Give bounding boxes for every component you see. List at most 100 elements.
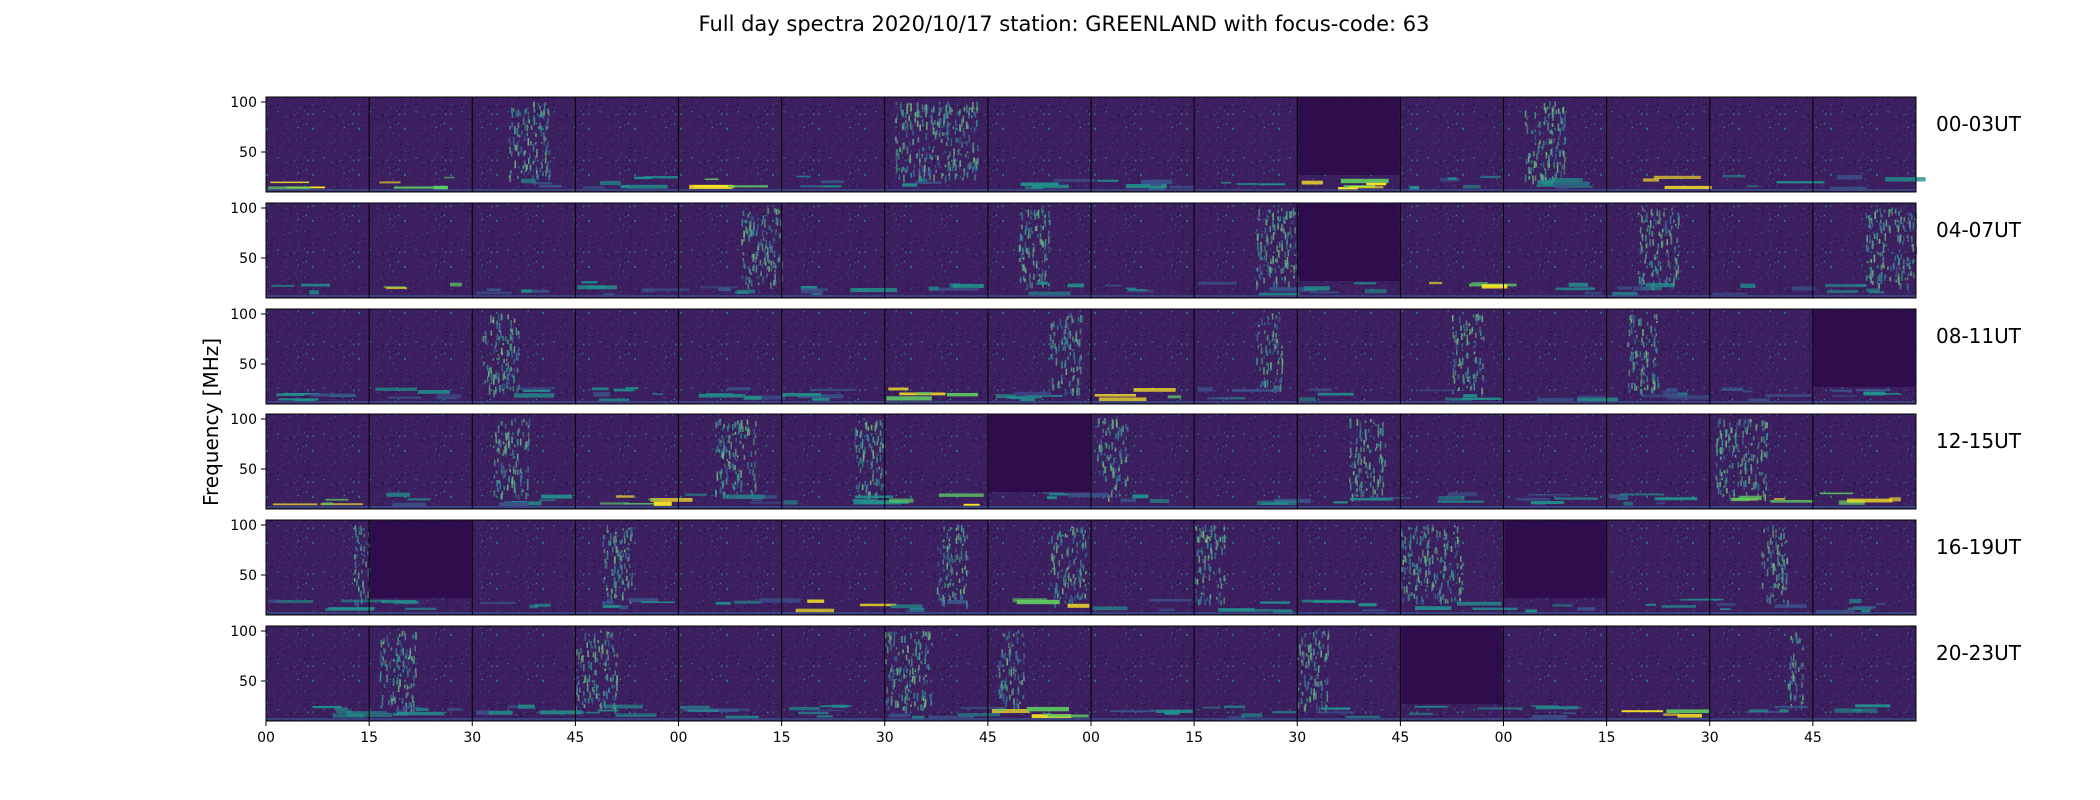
burst-pixel — [592, 687, 594, 692]
burst-pixel — [1220, 583, 1223, 589]
y-tick-label: 100 — [230, 201, 257, 217]
burst-pixel — [1019, 701, 1021, 704]
burst-pixel — [1037, 280, 1039, 282]
burst-pixel — [1281, 351, 1283, 356]
burst-pixel — [932, 122, 934, 125]
burst-pixel — [905, 694, 908, 701]
band-line — [884, 295, 988, 297]
burst-pixel — [1073, 581, 1075, 589]
burst-pixel — [511, 107, 513, 113]
burst-pixel — [1656, 255, 1659, 260]
burst-pixel — [1795, 693, 1797, 700]
band-segment — [1663, 392, 1679, 398]
band-line — [1297, 506, 1401, 508]
burst-pixel — [1409, 592, 1412, 597]
band-segment — [320, 503, 363, 506]
band-segment — [736, 289, 755, 294]
band-segment — [271, 284, 295, 287]
burst-pixel — [1275, 377, 1277, 383]
burst-pixel — [497, 458, 499, 463]
burst-pixel — [1550, 149, 1552, 155]
burst-pixel — [720, 468, 723, 475]
burst-pixel — [510, 453, 512, 457]
burst-pixel — [1901, 273, 1903, 281]
burst-pixel — [1317, 652, 1319, 655]
burst-pixel — [1266, 214, 1269, 223]
burst-pixel — [914, 669, 917, 673]
burst-pixel — [604, 668, 606, 672]
burst-pixel — [1202, 559, 1205, 564]
row-frame — [265, 308, 1917, 405]
burst-pixel — [895, 141, 897, 144]
band-segment — [652, 393, 664, 395]
burst-pixel — [501, 453, 504, 457]
burst-pixel — [1218, 592, 1221, 597]
burst-pixel — [1016, 698, 1018, 705]
burst-pixel — [1210, 530, 1213, 538]
burst-pixel — [1030, 210, 1033, 215]
burst-pixel — [617, 573, 620, 579]
burst-pixel — [1052, 555, 1055, 564]
burst-pixel — [397, 657, 399, 662]
burst-pixel — [1101, 446, 1103, 452]
burst-pixel — [1524, 110, 1527, 118]
burst-pixel — [514, 160, 516, 169]
burst-pixel — [1877, 275, 1880, 281]
burst-pixel — [1663, 208, 1666, 211]
burst-pixel — [1202, 585, 1205, 589]
burst-pixel — [767, 208, 769, 215]
burst-pixel — [1263, 367, 1265, 375]
burst-pixel — [504, 470, 506, 478]
band-line — [1606, 295, 1710, 297]
burst-pixel — [1525, 122, 1527, 126]
band-line — [1400, 718, 1504, 720]
radio-burst — [1761, 524, 1789, 608]
burst-pixel — [621, 581, 623, 586]
burst-pixel — [1728, 445, 1731, 452]
burst-pixel — [745, 282, 747, 285]
burst-pixel — [750, 272, 752, 275]
band-line — [1400, 189, 1504, 191]
band-segment — [394, 600, 419, 605]
burst-pixel — [717, 419, 720, 427]
burst-pixel — [898, 174, 901, 179]
burst-pixel — [1017, 658, 1020, 665]
burst-pixel — [1422, 549, 1424, 558]
burst-pixel — [1017, 687, 1020, 695]
burst-pixel — [540, 110, 542, 117]
burst-pixel — [1458, 358, 1461, 365]
burst-pixel — [511, 355, 513, 359]
burst-pixel — [1023, 660, 1025, 665]
burst-pixel — [1049, 334, 1052, 342]
band-segment — [1036, 282, 1048, 285]
burst-pixel — [613, 535, 615, 544]
burst-pixel — [1426, 557, 1429, 561]
burst-pixel — [1299, 648, 1301, 655]
burst-pixel — [1798, 667, 1800, 672]
burst-pixel — [1645, 243, 1648, 249]
burst-pixel — [1731, 451, 1734, 457]
burst-pixel — [1024, 278, 1026, 283]
burst-pixel — [1629, 323, 1631, 327]
burst-pixel — [926, 121, 928, 130]
burst-pixel — [1194, 589, 1197, 594]
burst-pixel — [967, 124, 969, 130]
burst-pixel — [399, 673, 402, 677]
burst-pixel — [1317, 665, 1320, 673]
burst-pixel — [939, 117, 942, 125]
burst-pixel — [1363, 456, 1366, 464]
burst-pixel — [881, 422, 884, 428]
burst-pixel — [1543, 103, 1546, 111]
burst-pixel — [1547, 123, 1549, 131]
burst-pixel — [1461, 572, 1463, 575]
burst-pixel — [732, 463, 735, 472]
burst-pixel — [922, 696, 925, 702]
burst-pixel — [1290, 270, 1292, 273]
burst-pixel — [968, 112, 971, 115]
burst-pixel — [1723, 485, 1726, 488]
burst-pixel — [901, 109, 903, 116]
burst-pixel — [1782, 555, 1784, 563]
burst-pixel — [1110, 423, 1113, 430]
burst-pixel — [506, 350, 509, 357]
burst-pixel — [924, 157, 926, 163]
